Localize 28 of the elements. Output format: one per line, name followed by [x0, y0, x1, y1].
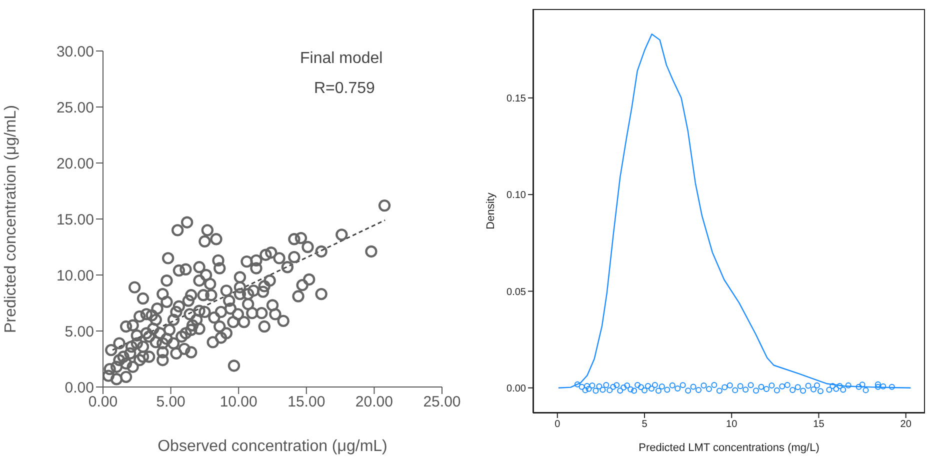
x-tick-label: 20 [900, 419, 912, 430]
y-tick-label: 0.00 [506, 383, 526, 394]
x-tick-label: 5 [642, 419, 648, 430]
x-axis-title: Predicted LMT concentrations (mg/L) [638, 442, 820, 454]
y-tick-label: 0.00 [64, 379, 94, 396]
x-tick-label: 10.00 [220, 394, 258, 411]
annotation: Final model [300, 50, 383, 68]
x-tick-label: 25.00 [423, 394, 461, 411]
y-axis-title: Predicted concentration (μg/mL) [2, 105, 20, 333]
y-tick-label: 20.00 [56, 155, 94, 172]
x-axis-title: Observed concentration (μg/mL) [158, 438, 388, 455]
x-tick-label: 15 [813, 419, 825, 430]
y-axis-title: Density [484, 192, 497, 230]
x-tick-label: 20.00 [355, 394, 393, 411]
x-tick-label: 0.00 [88, 394, 118, 411]
y-tick-label: 5.00 [64, 323, 94, 340]
x-tick-label: 10 [726, 419, 738, 430]
annotation: R=0.759 [314, 80, 375, 98]
x-tick-label: 0 [554, 419, 561, 430]
x-tick-label: 15.00 [288, 394, 326, 411]
x-tick-label: 5.00 [156, 394, 186, 411]
y-tick-label: 10.00 [56, 267, 94, 284]
y-tick-label: 0.15 [506, 93, 526, 104]
y-tick-label: 15.00 [56, 211, 94, 228]
y-tick-label: 0.05 [506, 286, 526, 298]
y-tick-label: 30.00 [56, 43, 94, 60]
y-tick-label: 25.00 [56, 99, 94, 116]
y-tick-label: 0.10 [506, 190, 526, 202]
